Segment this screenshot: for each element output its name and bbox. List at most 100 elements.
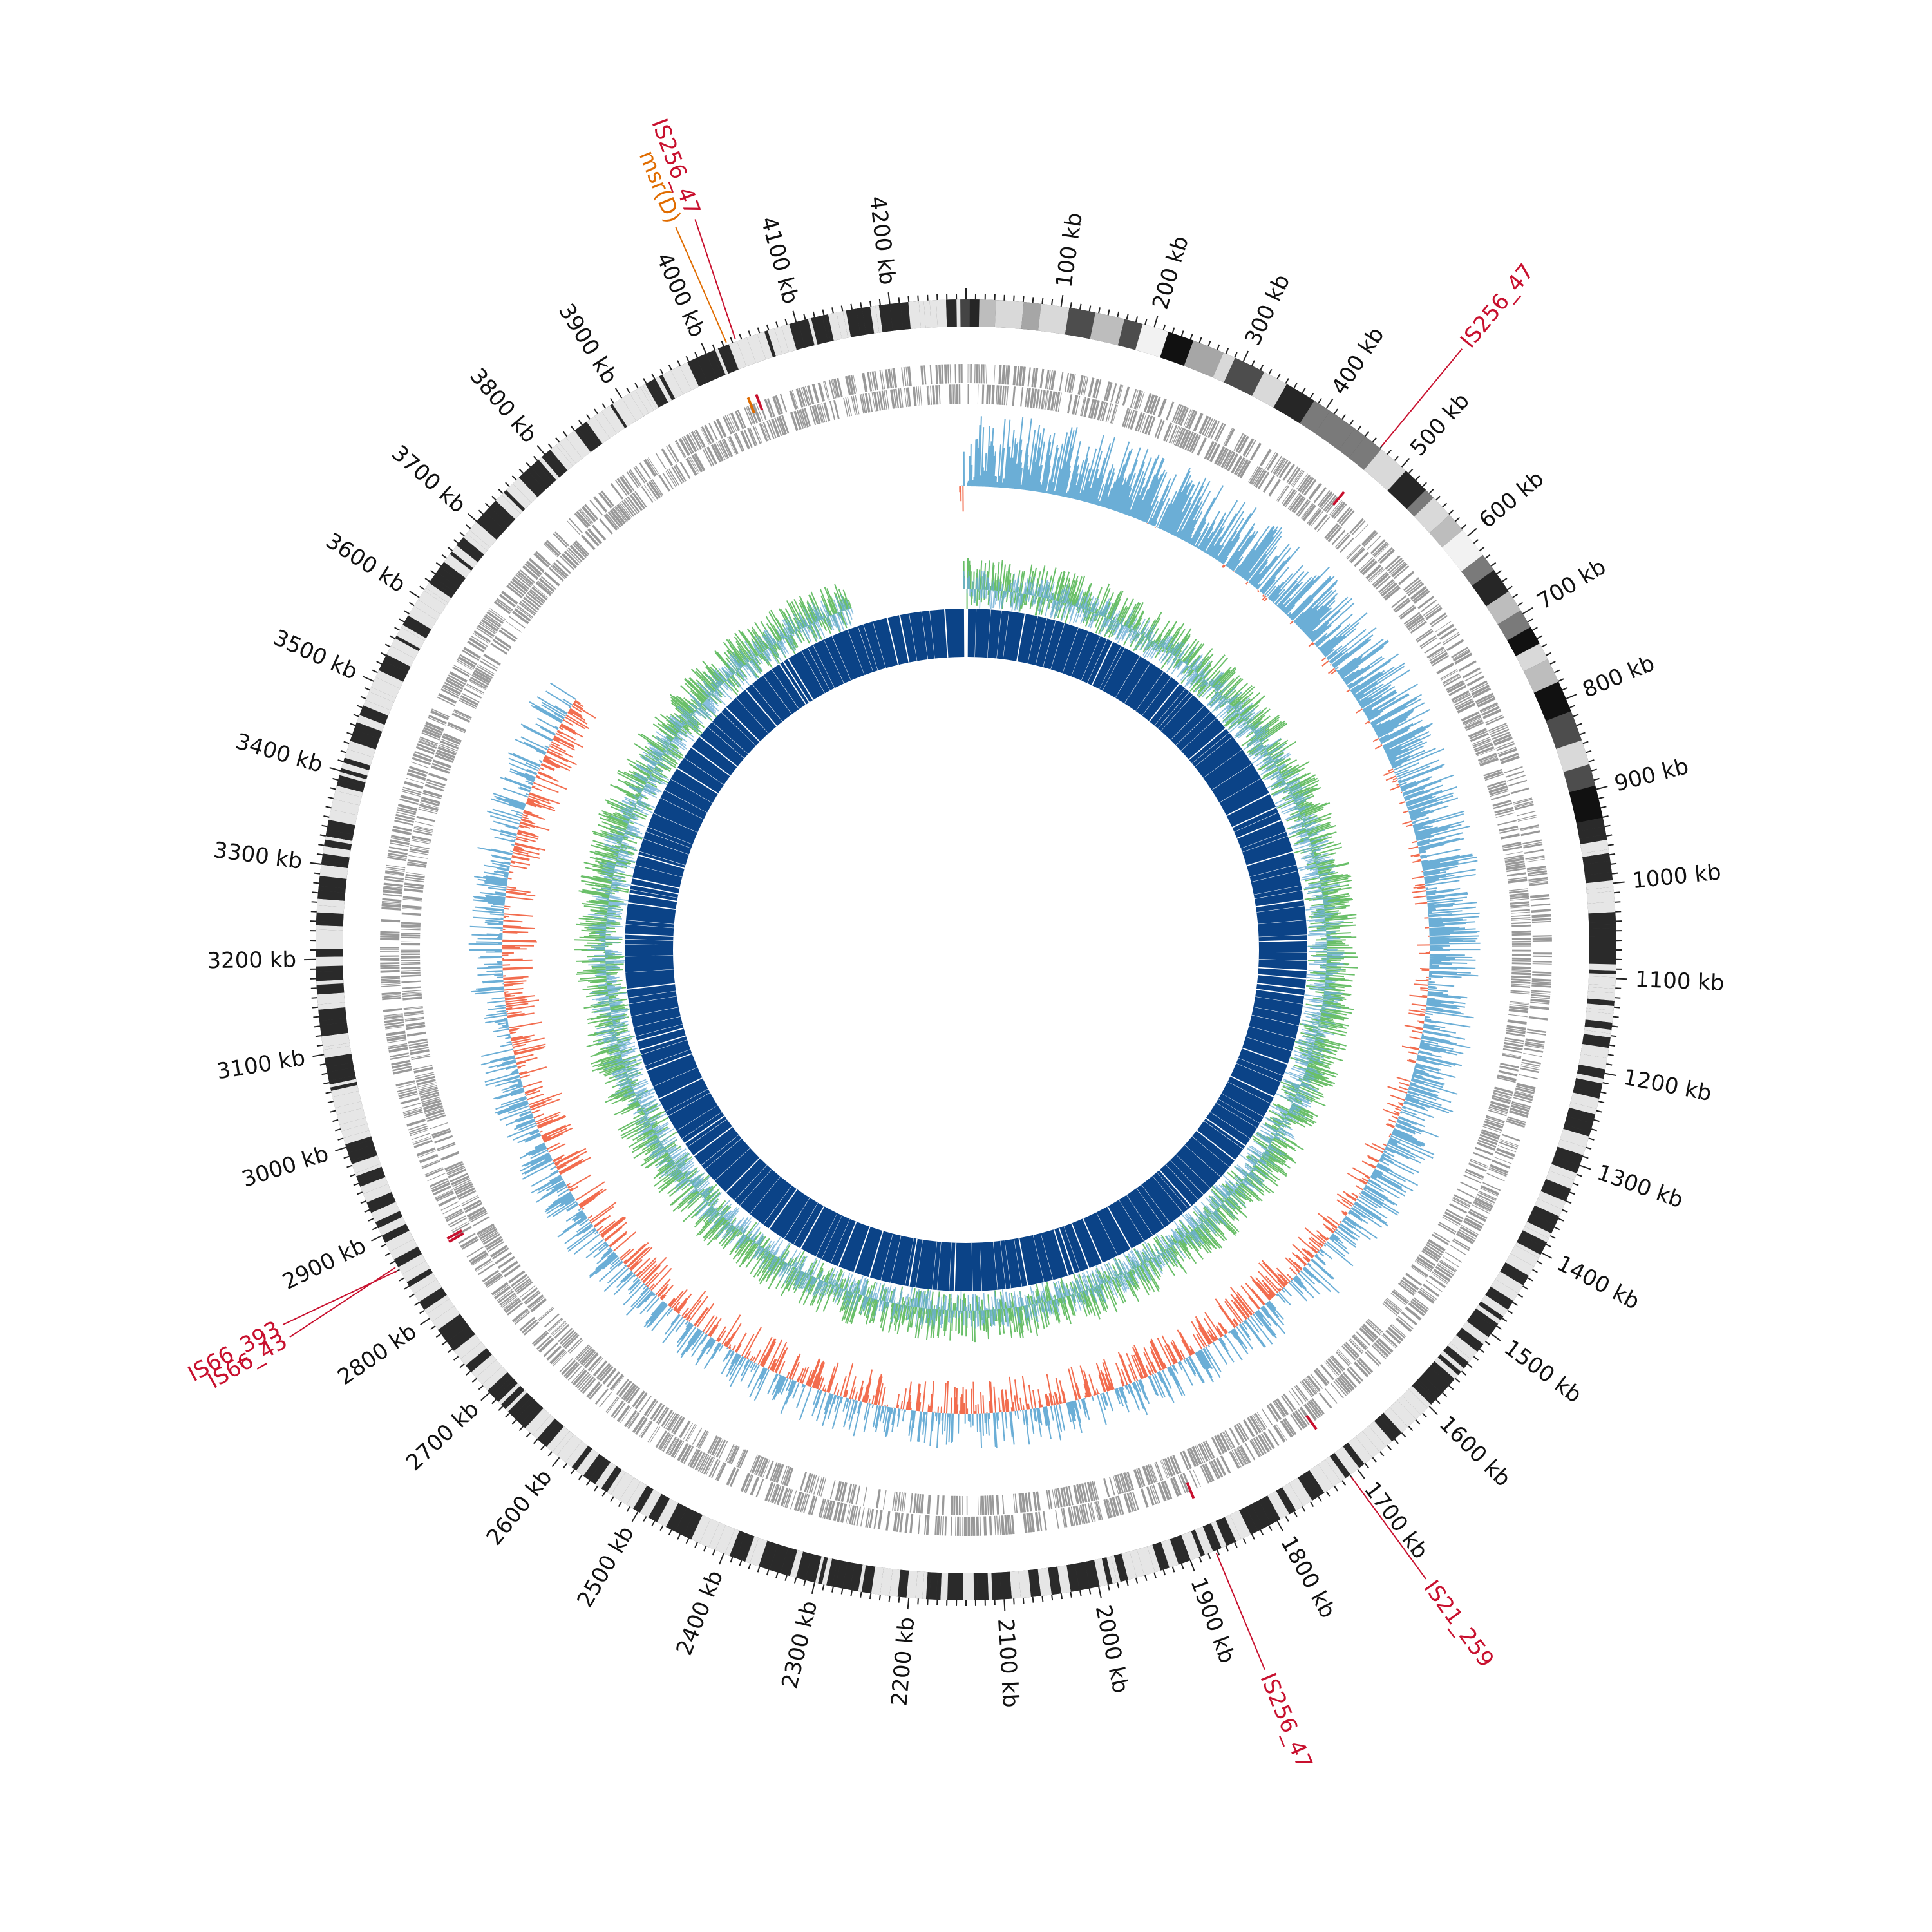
minor-tick bbox=[585, 414, 591, 420]
cds-feature bbox=[755, 402, 763, 421]
cds-feature bbox=[413, 826, 433, 832]
tick-label: 1100 kb bbox=[1634, 967, 1725, 996]
cds-feature bbox=[384, 873, 404, 876]
cds-feature bbox=[1511, 975, 1531, 979]
cds-feature bbox=[464, 688, 482, 699]
homology-gap bbox=[631, 1007, 679, 1017]
cds-feature bbox=[1079, 1504, 1086, 1524]
cds-feature bbox=[407, 859, 427, 864]
cds-feature bbox=[1010, 1515, 1015, 1535]
cds-feature bbox=[1482, 1126, 1502, 1133]
cds-feature bbox=[795, 388, 804, 408]
cds-feature bbox=[424, 1167, 443, 1175]
cds-feature bbox=[871, 371, 877, 391]
cds-feature bbox=[1081, 397, 1086, 417]
cds-feature bbox=[1020, 387, 1024, 407]
cds-feature bbox=[551, 565, 566, 580]
cds-feature bbox=[1424, 605, 1441, 618]
cds-feature bbox=[486, 1276, 504, 1288]
homology-gap bbox=[1018, 1238, 1028, 1286]
contig-segment bbox=[946, 299, 957, 327]
contig-segment bbox=[768, 328, 782, 357]
contig-segment bbox=[846, 308, 861, 337]
minor-tick bbox=[547, 443, 553, 449]
cds-feature bbox=[494, 636, 512, 649]
cds-feature bbox=[1351, 1334, 1367, 1350]
cds-feature bbox=[1318, 491, 1333, 508]
contig-segment bbox=[666, 1502, 687, 1532]
major-tick bbox=[1604, 1072, 1616, 1076]
cds-feature bbox=[1347, 544, 1361, 560]
cds-feature bbox=[905, 387, 909, 407]
cds-feature bbox=[1282, 489, 1296, 507]
cds-feature bbox=[610, 483, 624, 500]
minor-tick bbox=[643, 1516, 647, 1522]
contig-segment bbox=[1579, 834, 1607, 844]
contig-segment bbox=[317, 890, 346, 901]
cds-feature bbox=[439, 744, 457, 753]
contig-segment bbox=[406, 1268, 433, 1287]
cds-feature bbox=[956, 384, 959, 404]
cds-feature bbox=[713, 420, 723, 439]
cds-feature bbox=[1516, 1083, 1536, 1090]
cds-feature bbox=[1501, 1133, 1520, 1142]
cds-feature bbox=[643, 1398, 657, 1416]
contig-segment bbox=[1584, 1026, 1612, 1034]
cds-feature bbox=[384, 1018, 404, 1023]
contig-segment bbox=[321, 1032, 350, 1047]
cds-feature bbox=[1013, 1493, 1016, 1513]
cds-feature bbox=[1021, 1493, 1026, 1513]
cds-feature bbox=[676, 440, 687, 458]
cds-feature bbox=[694, 429, 706, 448]
cds-feature bbox=[408, 1123, 427, 1131]
homology-gap bbox=[1240, 831, 1287, 849]
contig-segment bbox=[1147, 1544, 1160, 1573]
contig-segment bbox=[583, 421, 603, 446]
cds-feature bbox=[971, 1516, 972, 1536]
cds-feature bbox=[1375, 544, 1390, 558]
annotation-label: IS21_259 bbox=[1419, 1575, 1499, 1672]
cds-feature bbox=[1235, 1448, 1245, 1466]
contig-segment bbox=[347, 741, 376, 758]
cds-feature bbox=[982, 364, 985, 384]
cds-feature bbox=[470, 1252, 488, 1265]
homology-gap bbox=[1253, 885, 1302, 895]
cds-feature bbox=[1451, 1199, 1470, 1209]
cds-feature bbox=[430, 710, 450, 721]
homology-gap bbox=[1136, 1188, 1165, 1228]
minor-tick bbox=[668, 364, 672, 370]
homology-gap bbox=[1188, 728, 1226, 761]
minor-tick bbox=[511, 1419, 517, 1425]
cds-feature bbox=[514, 1311, 529, 1323]
cds-feature bbox=[1316, 516, 1331, 533]
minor-tick bbox=[1609, 1044, 1616, 1047]
minor-tick bbox=[677, 1533, 681, 1540]
cds-feature bbox=[1297, 474, 1311, 491]
cds-feature bbox=[1148, 1464, 1155, 1483]
cds-feature bbox=[498, 594, 516, 608]
minor-tick bbox=[1117, 1582, 1120, 1589]
cds-feature bbox=[1235, 434, 1247, 453]
cds-feature bbox=[412, 838, 431, 843]
major-tick bbox=[536, 445, 545, 455]
cds-feature bbox=[774, 417, 782, 437]
cds-feature bbox=[447, 724, 466, 734]
cds-feature bbox=[1345, 1341, 1360, 1357]
cds-feature bbox=[1014, 1493, 1018, 1513]
contig-segment bbox=[808, 318, 818, 345]
cds-feature bbox=[1525, 857, 1545, 861]
cds-feature bbox=[1238, 1446, 1249, 1464]
cds-feature bbox=[1473, 1201, 1492, 1211]
contig-segment bbox=[365, 691, 394, 710]
contig-segment bbox=[925, 1572, 931, 1600]
contig-segment bbox=[908, 301, 921, 329]
cds-feature bbox=[867, 372, 873, 392]
cds-feature bbox=[1224, 1430, 1235, 1448]
cds-feature bbox=[457, 656, 476, 668]
cds-feature bbox=[1387, 1327, 1404, 1342]
contig-segment bbox=[413, 1279, 442, 1302]
cds-feature bbox=[1166, 1457, 1176, 1476]
minor-tick bbox=[380, 1244, 386, 1248]
minor-tick bbox=[314, 872, 321, 875]
cds-feature bbox=[1150, 1463, 1158, 1482]
